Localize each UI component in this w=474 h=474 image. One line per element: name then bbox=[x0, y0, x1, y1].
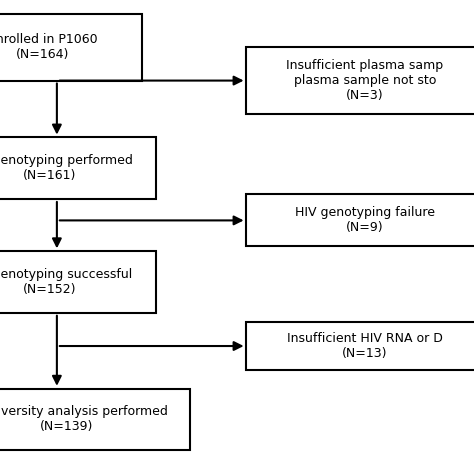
Text: Insufficient plasma samp
plasma sample not sto
(N=3): Insufficient plasma samp plasma sample n… bbox=[286, 59, 444, 102]
Text: HIV genotyping failure
(N=9): HIV genotyping failure (N=9) bbox=[295, 206, 435, 235]
FancyBboxPatch shape bbox=[246, 194, 474, 246]
Text: HIV genotyping performed
(N=161): HIV genotyping performed (N=161) bbox=[0, 154, 133, 182]
FancyBboxPatch shape bbox=[0, 389, 190, 450]
FancyBboxPatch shape bbox=[246, 322, 474, 370]
Text: Enrolled in P1060
(N=164): Enrolled in P1060 (N=164) bbox=[0, 33, 98, 62]
FancyBboxPatch shape bbox=[246, 47, 474, 114]
Text: HIV genotyping successful
(N=152): HIV genotyping successful (N=152) bbox=[0, 268, 132, 296]
FancyBboxPatch shape bbox=[0, 137, 156, 199]
FancyBboxPatch shape bbox=[0, 251, 156, 313]
Text: HIV diversity analysis performed
(N=139): HIV diversity analysis performed (N=139) bbox=[0, 405, 168, 434]
FancyBboxPatch shape bbox=[0, 14, 142, 81]
Text: Insufficient HIV RNA or D
(N=13): Insufficient HIV RNA or D (N=13) bbox=[287, 332, 443, 360]
